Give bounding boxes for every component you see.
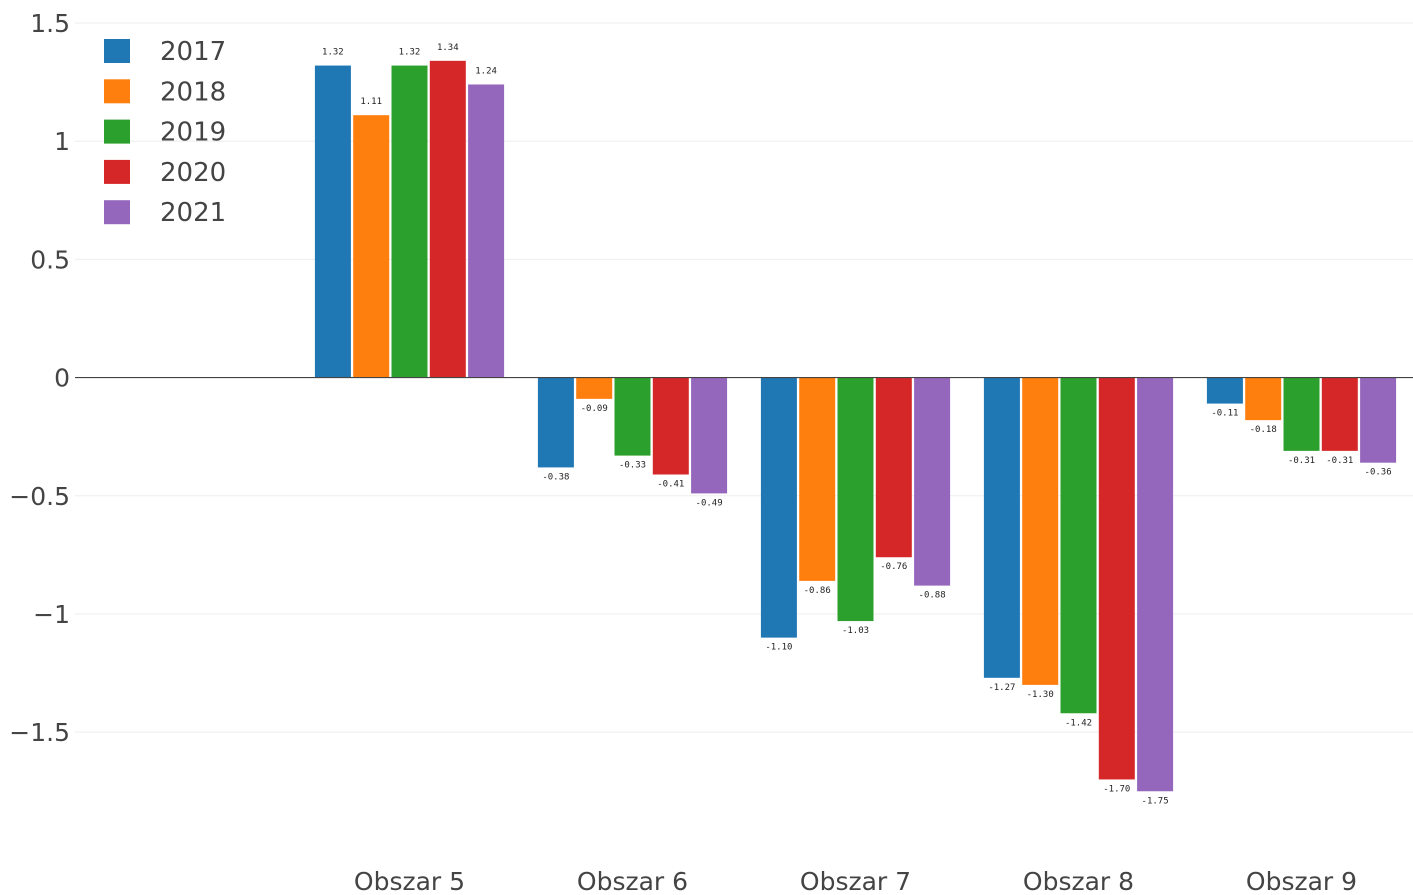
legend-item-label[interactable]: 2017 (160, 37, 226, 67)
bar[interactable] (983, 377, 1020, 678)
x-category-label: Obszar 9 (1246, 867, 1357, 895)
y-tick-label: 1.5 (30, 9, 70, 38)
legend-swatch[interactable] (104, 200, 130, 225)
bar-value-label: -0.33 (619, 461, 646, 471)
bar-value-label: -1.03 (842, 626, 869, 636)
x-category-label: Obszar 6 (577, 867, 688, 895)
bar[interactable] (314, 65, 351, 378)
x-category-label: Obszar 5 (354, 867, 465, 895)
bar[interactable] (353, 115, 390, 378)
bar-value-label: -0.18 (1250, 425, 1277, 435)
bar-value-label: 1.24 (475, 66, 497, 76)
bar-value-label: -0.86 (804, 586, 831, 596)
bar[interactable] (760, 377, 797, 638)
legend-item-label[interactable]: 2019 (160, 118, 226, 148)
legend-swatch[interactable] (104, 39, 130, 63)
bar[interactable] (914, 377, 951, 586)
y-tick-label: 0.5 (30, 245, 70, 274)
bar-value-label: -1.30 (1027, 690, 1054, 700)
x-category-label: Obszar 7 (800, 867, 911, 895)
bar-value-label: -1.75 (1142, 796, 1169, 806)
data-labels: 1.32 1.11 1.32 1.34 1.24 -0.38 -0.09 -0.33 -0.41… (322, 43, 1392, 806)
bar[interactable] (537, 377, 574, 468)
bar-value-label: -0.76 (880, 562, 907, 572)
bar[interactable] (1022, 377, 1059, 685)
bars (314, 60, 1397, 792)
y-tick-label: 1 (54, 127, 70, 156)
bar-value-label: -1.27 (988, 683, 1015, 693)
bar[interactable] (1060, 377, 1097, 714)
bar-value-label: -1.10 (765, 643, 792, 653)
bar[interactable] (1098, 377, 1135, 780)
bar[interactable] (1283, 377, 1320, 451)
bar[interactable] (468, 84, 505, 378)
y-axis-ticks: 1.5 1 0.5 0 −0.5 −1 −1.5 (9, 9, 70, 747)
y-tick-label: −1.5 (9, 718, 70, 747)
bar-value-label: -0.09 (581, 404, 608, 414)
legend-item-label[interactable]: 2021 (160, 198, 226, 228)
bar-value-label: 1.34 (437, 43, 459, 53)
legend-item-label[interactable]: 2018 (160, 77, 226, 107)
x-category-label: Obszar 8 (1023, 867, 1134, 895)
bar-value-label: -0.31 (1288, 456, 1315, 466)
y-tick-label: −1 (33, 600, 70, 629)
y-tick-label: −0.5 (9, 482, 70, 511)
bar-value-label: -0.41 (657, 480, 684, 490)
legend-swatch[interactable] (104, 119, 130, 144)
bar-value-label: 1.32 (399, 48, 421, 58)
bar[interactable] (652, 377, 689, 475)
grid-lines (75, 22, 1413, 733)
bar-value-label: -0.49 (696, 498, 723, 508)
bar-value-label: -1.70 (1103, 784, 1130, 794)
bar[interactable] (799, 377, 836, 581)
bar-value-label: 1.11 (360, 97, 382, 107)
bar[interactable] (391, 65, 428, 378)
bar[interactable] (1206, 377, 1243, 404)
bar-value-label: -0.88 (919, 591, 946, 601)
bar[interactable] (576, 377, 613, 399)
bar[interactable] (875, 377, 912, 558)
bar-value-label: -0.31 (1326, 456, 1353, 466)
bar[interactable] (1321, 377, 1358, 451)
bar-value-label: 1.32 (322, 48, 344, 58)
legend-swatch[interactable] (104, 79, 130, 104)
bar-value-label: -1.42 (1065, 718, 1092, 728)
legend-swatch[interactable] (104, 159, 130, 184)
bar[interactable] (429, 60, 466, 378)
bar[interactable] (1245, 377, 1282, 421)
bar[interactable] (691, 377, 728, 494)
bar[interactable] (837, 377, 874, 622)
legend-item-label[interactable]: 2020 (160, 158, 226, 188)
bar-value-label: -0.11 (1211, 409, 1238, 419)
legend[interactable]: 2017 2018 2019 2020 2021 (104, 37, 226, 228)
x-axis-categories: Obszar 5 Obszar 6 Obszar 7 Obszar 8 Obszar 9 (354, 867, 1357, 895)
bar[interactable] (1137, 377, 1174, 792)
bar-value-label: -0.36 (1365, 468, 1392, 478)
bar-value-label: -0.38 (542, 472, 569, 482)
bar[interactable] (614, 377, 651, 456)
y-tick-label: 0 (54, 364, 70, 393)
bar[interactable] (1360, 377, 1397, 463)
